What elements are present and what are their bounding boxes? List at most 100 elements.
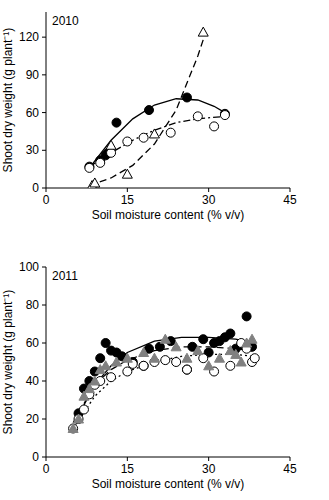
panel: 0 20 40 60 80 100 0 15 30 45 Soil moisture content… xyxy=(1,260,297,491)
point xyxy=(149,129,159,138)
panel-title: 2010 xyxy=(52,14,79,28)
x-tick-label: 45 xyxy=(283,193,297,207)
point xyxy=(161,356,170,365)
figure: 0 30 60 90 120 0 15 30 45 Soil moisture content (… xyxy=(0,0,329,500)
point xyxy=(193,112,202,121)
x-tick xyxy=(208,457,209,461)
y-tick xyxy=(42,343,46,344)
point xyxy=(166,128,175,137)
y-axis xyxy=(46,267,47,457)
point xyxy=(101,361,111,370)
y-tick xyxy=(42,381,46,382)
panel: 03060901200153045Soil moisture content (… xyxy=(1,12,297,222)
y-tick xyxy=(42,188,46,189)
point xyxy=(182,365,191,374)
x-tick-label: 0 xyxy=(43,462,50,476)
x-axis-label: Soil moisture content (% v/v) xyxy=(92,208,245,222)
point xyxy=(139,348,149,357)
y-tick-label: 90 xyxy=(26,68,40,82)
fit-line xyxy=(89,40,203,186)
point xyxy=(149,353,159,362)
fit-line xyxy=(73,354,252,428)
point xyxy=(122,353,132,362)
point xyxy=(182,93,191,102)
x-tick-label: 30 xyxy=(202,462,216,476)
point xyxy=(74,414,84,423)
x-axis xyxy=(46,188,290,189)
point xyxy=(236,357,246,366)
x-tick xyxy=(46,188,47,192)
x-tick-label: 15 xyxy=(121,462,135,476)
point xyxy=(139,133,148,142)
point xyxy=(250,354,259,363)
y-tick-label: 80 xyxy=(26,298,40,312)
point xyxy=(90,376,100,385)
x-tick xyxy=(127,457,128,461)
x-tick-label: 45 xyxy=(283,462,297,476)
plot-area xyxy=(68,312,259,433)
y-tick-label: 0 xyxy=(32,450,39,464)
point xyxy=(226,329,235,338)
x-tick-label: 0 xyxy=(43,193,50,207)
point xyxy=(172,358,181,367)
point xyxy=(139,361,148,370)
point xyxy=(111,357,121,366)
point xyxy=(171,342,181,351)
point xyxy=(215,353,225,362)
y-tick-label: 120 xyxy=(19,30,39,44)
point xyxy=(242,312,251,321)
point xyxy=(226,361,235,370)
x-tick xyxy=(208,188,209,192)
point xyxy=(231,349,241,358)
point xyxy=(107,373,116,382)
x-tick xyxy=(290,188,291,192)
point xyxy=(79,405,88,414)
y-tick xyxy=(42,267,46,268)
point xyxy=(220,111,229,120)
x-tick xyxy=(127,188,128,192)
y-tick-label: 0 xyxy=(32,181,39,195)
x-tick-label: 15 xyxy=(121,193,135,207)
point xyxy=(96,354,105,363)
point xyxy=(145,106,154,115)
point xyxy=(210,122,219,131)
point xyxy=(182,353,192,362)
panel-title: 2011 xyxy=(52,269,78,283)
y-tick xyxy=(42,74,46,75)
x-tick xyxy=(290,457,291,461)
y-tick xyxy=(42,150,46,151)
point xyxy=(204,361,214,370)
fit-line xyxy=(89,99,225,168)
x-tick xyxy=(46,457,47,461)
point xyxy=(106,140,116,149)
point xyxy=(85,163,94,172)
y-tick-label: 20 xyxy=(26,412,40,426)
y-tick-label: 30 xyxy=(26,143,40,157)
y-tick-label: 60 xyxy=(26,336,40,350)
point xyxy=(160,334,170,343)
y-axis-label: Shoot dry weight (g plant⁻¹) xyxy=(1,28,15,173)
x-axis-label: Soil moisture content (% v/v) xyxy=(92,477,245,491)
y-axis xyxy=(46,12,47,188)
point xyxy=(74,415,83,424)
y-tick xyxy=(42,112,46,113)
point xyxy=(68,424,78,433)
point xyxy=(122,169,132,178)
point xyxy=(69,424,78,433)
point xyxy=(199,335,208,344)
point xyxy=(193,346,203,355)
y-tick xyxy=(42,419,46,420)
y-tick xyxy=(42,37,46,38)
point xyxy=(139,361,148,370)
point xyxy=(182,365,191,374)
x-axis xyxy=(46,457,290,458)
fit-line xyxy=(73,347,252,423)
y-tick-label: 100 xyxy=(19,260,39,274)
y-tick xyxy=(42,457,46,458)
fit-line xyxy=(89,116,225,166)
y-tick-label: 40 xyxy=(26,374,40,388)
plot-area xyxy=(85,27,230,188)
y-axis-label: Shoot dry weight (g plant⁻¹) xyxy=(1,290,15,435)
point xyxy=(123,137,132,146)
point xyxy=(112,118,121,127)
